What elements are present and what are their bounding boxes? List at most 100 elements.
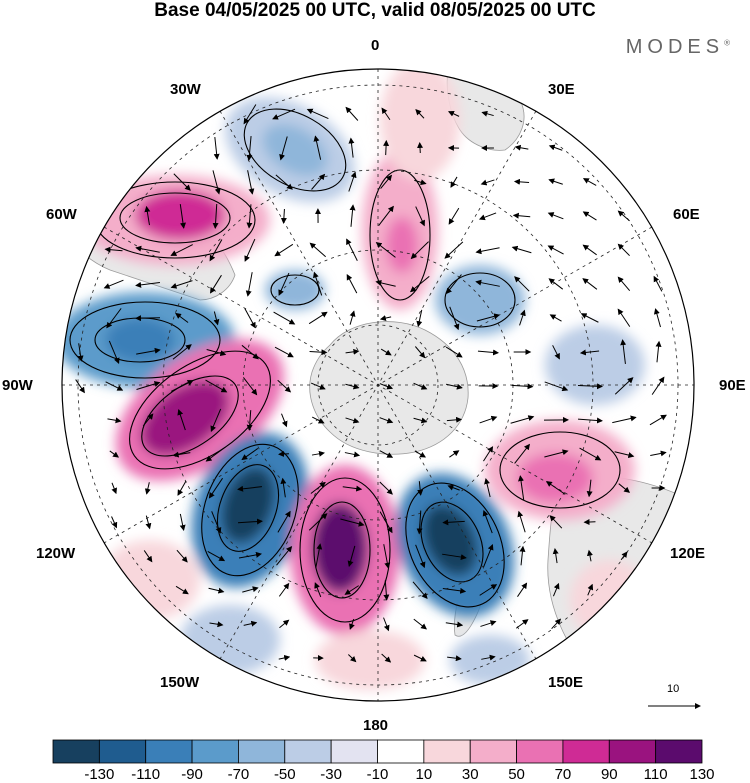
wind-vector: [179, 204, 186, 229]
wind-vector: [274, 243, 294, 257]
map-boundary: [61, 68, 695, 702]
wind-vector: [612, 415, 637, 424]
wind-vector: [383, 139, 390, 156]
wind-vector: [650, 450, 667, 457]
wind-vector: [277, 510, 291, 533]
wind-vector: [211, 511, 222, 534]
wind-vector: [345, 417, 360, 424]
colorbar-swatch: [423, 739, 471, 764]
wind-vector: [655, 340, 662, 363]
wind-vector: [478, 212, 497, 221]
lon-label-90e: 90E: [719, 377, 746, 394]
wind-vector: [143, 550, 153, 563]
wind-vector: [620, 339, 627, 364]
colorbar-swatch: [562, 739, 610, 764]
wind-vector: [617, 308, 631, 327]
wind-vector: [517, 510, 526, 533]
wind-vector: [548, 178, 563, 185]
wind-vector: [483, 446, 494, 462]
wind-vector: [348, 137, 355, 158]
wind-vector: [105, 381, 124, 391]
wind-vector: [279, 136, 288, 161]
wind-vector: [241, 344, 259, 360]
anomaly-pos-0deg-core: [386, 217, 418, 273]
wind-vector: [483, 543, 494, 568]
wind-vector: [614, 451, 635, 458]
wind-vector: [447, 655, 462, 662]
colorbar-swatch: [516, 739, 564, 764]
wind-vector: [344, 585, 359, 595]
wind-vector: [210, 408, 222, 432]
wind-vector: [310, 382, 326, 390]
wind-vector: [549, 314, 562, 322]
wind-vector: [346, 238, 358, 261]
wind-vector: [103, 279, 124, 289]
wind-vector: [172, 451, 191, 458]
wind-vector: [383, 617, 390, 632]
colorbar-swatch: [98, 739, 147, 764]
wind-vector: [210, 274, 222, 294]
wind-vector: [552, 582, 560, 597]
colorbar-swatch: [191, 739, 239, 764]
wind-vector: [415, 109, 425, 119]
wind-vector: [77, 343, 84, 362]
wind-vector: [617, 243, 630, 257]
wind-vector: [649, 414, 667, 426]
lon-label-90w: 90W: [2, 377, 33, 394]
wind-vector: [176, 549, 188, 563]
lon-label-30w: 30W: [170, 81, 201, 98]
wind-vector: [552, 547, 559, 564]
wind-vector: [552, 345, 560, 360]
wind-vector: [278, 451, 289, 457]
anomaly-neg-30e: [435, 265, 525, 335]
wind-vector: [582, 244, 597, 256]
colorbar: [52, 739, 703, 764]
wind-vector: [246, 136, 253, 161]
wind-vector: [475, 279, 500, 287]
wind-vector: [653, 308, 661, 328]
anomaly-field: [62, 69, 650, 690]
wind-vector: [109, 450, 120, 458]
reference-vector-label: 10: [667, 683, 680, 695]
wind-vector: [444, 241, 464, 259]
wind-vector: [544, 449, 569, 458]
wind-vectors: [75, 104, 667, 663]
anomaly-neg-small: [265, 270, 325, 310]
wind-vector: [447, 484, 460, 491]
wind-vector: [277, 379, 292, 393]
wind-vector: [311, 173, 326, 190]
wind-vector: [243, 620, 258, 627]
wind-vector: [208, 587, 225, 594]
lon-label-60w: 60W: [46, 206, 77, 223]
wind-vector: [279, 619, 290, 629]
wind-vector: [412, 581, 428, 599]
wind-vector: [179, 513, 186, 532]
wind-vector: [208, 477, 223, 499]
wind-vector: [479, 584, 498, 596]
wind-vector: [448, 207, 460, 225]
wind-vector: [379, 315, 392, 321]
wind-vector: [246, 204, 253, 229]
contour-lines: [69, 108, 621, 623]
wind-vector: [136, 381, 161, 390]
wind-vector: [383, 544, 391, 569]
wind-vector: [349, 310, 356, 325]
wind-vector: [144, 482, 151, 495]
wind-vector: [342, 485, 363, 492]
wind-vector: [344, 451, 361, 458]
wind-vector: [514, 144, 529, 151]
wind-vector: [309, 349, 328, 356]
wind-vector: [173, 173, 191, 191]
wind-vector: [244, 308, 256, 329]
wind-vector: [448, 111, 460, 117]
wind-vector: [312, 416, 325, 424]
wind-vector: [580, 313, 599, 323]
wind-vector: [346, 273, 358, 294]
wind-vector: [379, 383, 394, 390]
wind-vector: [314, 582, 322, 598]
colorbar-label: -130: [84, 766, 115, 783]
wind-vector: [477, 349, 500, 356]
wind-vector: [247, 170, 255, 195]
wind-vector: [414, 346, 426, 359]
wind-vector: [577, 383, 603, 390]
